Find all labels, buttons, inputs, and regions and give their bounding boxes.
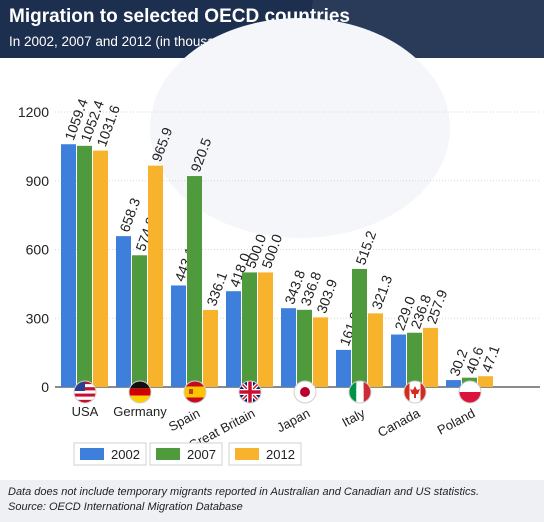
data-label: 257.9	[423, 287, 450, 326]
category-label: Canada	[375, 405, 423, 440]
bar-2002	[171, 285, 186, 387]
bar-2002	[116, 236, 131, 387]
y-tick-label: 1200	[18, 104, 49, 120]
y-tick-label: 600	[26, 242, 50, 258]
flag-ring	[128, 380, 152, 404]
legend-swatch-2012	[235, 448, 259, 460]
bar-2002	[61, 144, 76, 387]
bar-2002	[281, 308, 296, 387]
category-label: Italy	[339, 405, 368, 430]
bar-2007	[297, 309, 312, 387]
data-label: 47.1	[478, 343, 502, 374]
legend-swatch-2007	[156, 448, 180, 460]
legend-label: 2007	[187, 447, 216, 462]
category-label: Germany	[113, 404, 167, 419]
bar-2012	[313, 317, 328, 387]
chart-footer: Data does not include temporary migrants…	[0, 480, 544, 522]
category-label: Spain	[166, 405, 202, 434]
bar-2012	[478, 376, 493, 387]
bar-2012	[203, 309, 218, 387]
poland-flag-icon	[459, 381, 481, 403]
data-label: 920.5	[187, 135, 214, 174]
italy-flag-icon	[349, 381, 371, 403]
data-label: 965.9	[148, 125, 175, 164]
flag-ring	[238, 380, 262, 404]
germany-flag-icon	[129, 381, 151, 403]
flag-ring	[458, 380, 482, 404]
bar-2007	[352, 268, 367, 387]
bar-2007	[407, 332, 422, 387]
footnote: Data does not include temporary migrants…	[8, 486, 480, 498]
bar-2012	[258, 272, 273, 387]
data-label: 321.3	[368, 273, 395, 312]
bar-2012	[148, 165, 163, 387]
bar-2002	[226, 291, 241, 387]
chart-subtitle: In 2002, 2007 and 2012 (in thousands)	[9, 34, 241, 49]
great-britain-flag-icon	[239, 381, 261, 403]
japan-flag-icon	[294, 381, 316, 403]
bar-2007	[242, 272, 257, 387]
spain-flag-icon	[184, 381, 206, 403]
bar-2002	[336, 349, 351, 387]
legend-label: 2002	[111, 447, 140, 462]
flag-ring	[293, 380, 317, 404]
source-note: Source: OECD International Migration Dat…	[8, 501, 243, 513]
flag-ring	[348, 380, 372, 404]
chart-area: 0 300 600 900 1200 1059.4 1052.4 1031.6 USA 658.3…	[0, 18, 544, 480]
y-tick-label: 0	[41, 379, 49, 395]
y-tick-label: 900	[26, 173, 50, 189]
flag-ring	[403, 380, 427, 404]
bar-2007	[187, 176, 202, 387]
data-label: 515.2	[352, 228, 379, 267]
bar-2002	[391, 334, 406, 387]
usa-flag-icon	[74, 381, 96, 403]
category-label: Poland	[435, 405, 478, 437]
category-label: USA	[72, 404, 99, 419]
bar-2012	[93, 150, 108, 387]
legend-swatch-2002	[80, 448, 104, 460]
flag-ring	[183, 380, 207, 404]
bar-2007	[132, 255, 147, 387]
flag-ring	[73, 380, 97, 404]
bar-2007	[77, 145, 92, 387]
y-tick-label: 300	[26, 310, 50, 326]
legend-label: 2012	[266, 447, 295, 462]
bar-2002	[446, 380, 461, 387]
bar-2012	[423, 327, 438, 387]
canada-flag-icon	[404, 381, 426, 403]
category-label: Japan	[274, 405, 312, 435]
bar-2012	[368, 313, 383, 387]
